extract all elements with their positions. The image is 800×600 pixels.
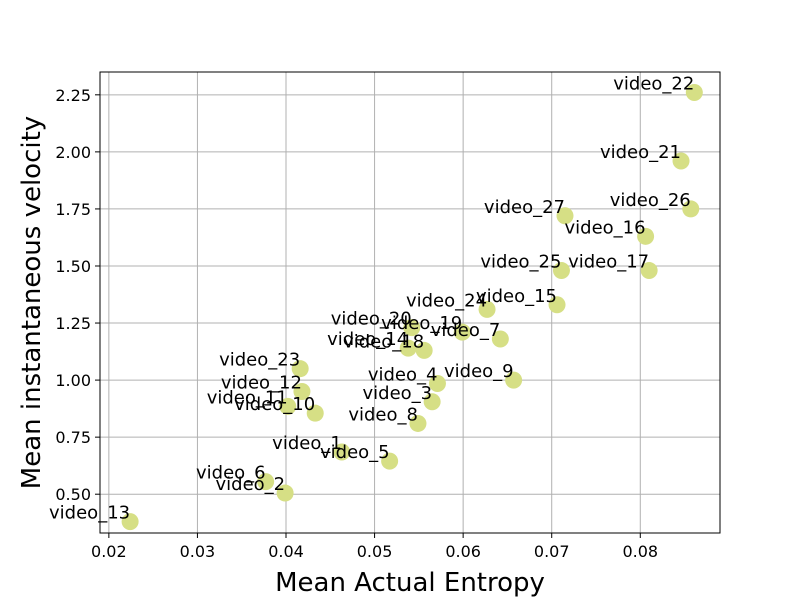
data-point (556, 207, 574, 225)
y-tick-label: 2.25 (55, 86, 91, 105)
y-tick-label: 0.50 (55, 485, 91, 504)
data-point (291, 360, 309, 378)
y-tick-label: 1.50 (55, 257, 91, 276)
point-label: video_2 (215, 474, 285, 495)
point-label: video_1 (272, 433, 342, 454)
point-label: video_13 (49, 503, 130, 524)
point-label: video_17 (568, 252, 649, 273)
data-point (682, 200, 700, 218)
point-label: video_6 (196, 463, 266, 484)
point-label: video_4 (368, 365, 438, 386)
point-label: video_10 (234, 394, 315, 415)
point-label: video_23 (219, 350, 300, 371)
data-point (428, 375, 446, 393)
point-label: video_25 (480, 252, 561, 273)
data-point (672, 152, 690, 170)
point-label: video_20 (331, 309, 412, 330)
axis-ticks: 0.02 0.03 0.04 0.05 0.06 0.07 0.08 0.50 0.75 1.00… (55, 86, 658, 561)
data-point (257, 473, 275, 491)
point-label: video_9 (444, 361, 514, 382)
x-tick-label: 0.07 (534, 542, 570, 561)
x-tick-label: 0.03 (180, 542, 216, 561)
y-tick-label: 2.00 (55, 143, 91, 162)
data-point (415, 341, 433, 359)
data-point (399, 339, 417, 357)
x-tick-label: 0.06 (445, 542, 481, 561)
data-point (409, 414, 427, 432)
data-point (381, 452, 399, 470)
data-point (121, 513, 139, 531)
data-point (548, 296, 566, 314)
point-labels: video_22 video_21 video_26 video_27video_16… (49, 74, 694, 524)
data-point (478, 300, 496, 318)
point-label: video_7 (431, 320, 501, 341)
y-axis-title: Mean instantaneous velocity (17, 116, 47, 489)
point-label: video_19 (381, 313, 462, 334)
point-label: video_18 (343, 331, 424, 352)
data-point (552, 262, 570, 280)
data-point (505, 371, 523, 389)
data-point (403, 319, 421, 337)
x-tick-label: 0.04 (268, 542, 304, 561)
data-point (685, 84, 703, 102)
data-point (640, 262, 658, 280)
data-point (293, 383, 311, 401)
point-label: video_27 (484, 197, 565, 218)
point-label: video_15 (476, 286, 557, 307)
y-tick-label: 1.25 (55, 314, 91, 333)
data-point (637, 227, 655, 245)
point-label: video_5 (320, 442, 390, 463)
point-label: video_21 (600, 142, 681, 163)
y-tick-label: 0.75 (55, 428, 91, 447)
point-label: video_11 (207, 387, 288, 408)
data-points (121, 84, 703, 531)
y-tick-label: 1.00 (55, 371, 91, 390)
point-label: video_8 (348, 404, 418, 425)
plot-frame (99, 71, 721, 534)
x-tick-label: 0.08 (622, 542, 658, 561)
point-label: video_14 (327, 329, 408, 350)
data-point (333, 443, 351, 461)
x-tick-label: 0.02 (91, 542, 127, 561)
y-tick-label: 1.75 (55, 200, 91, 219)
data-point (279, 397, 297, 415)
point-label: video_24 (406, 290, 487, 311)
point-label: video_3 (363, 383, 433, 404)
data-point (453, 323, 471, 341)
data-point (276, 484, 294, 502)
data-point (491, 330, 509, 348)
x-tick-label: 0.05 (357, 542, 393, 561)
data-point (306, 404, 324, 422)
x-axis-title: Mean Actual Entropy (275, 568, 545, 598)
data-point (423, 393, 441, 411)
point-label: video_22 (613, 74, 694, 95)
point-label: video_26 (610, 190, 691, 211)
point-label: video_16 (565, 217, 646, 238)
point-label: video_12 (221, 373, 302, 394)
